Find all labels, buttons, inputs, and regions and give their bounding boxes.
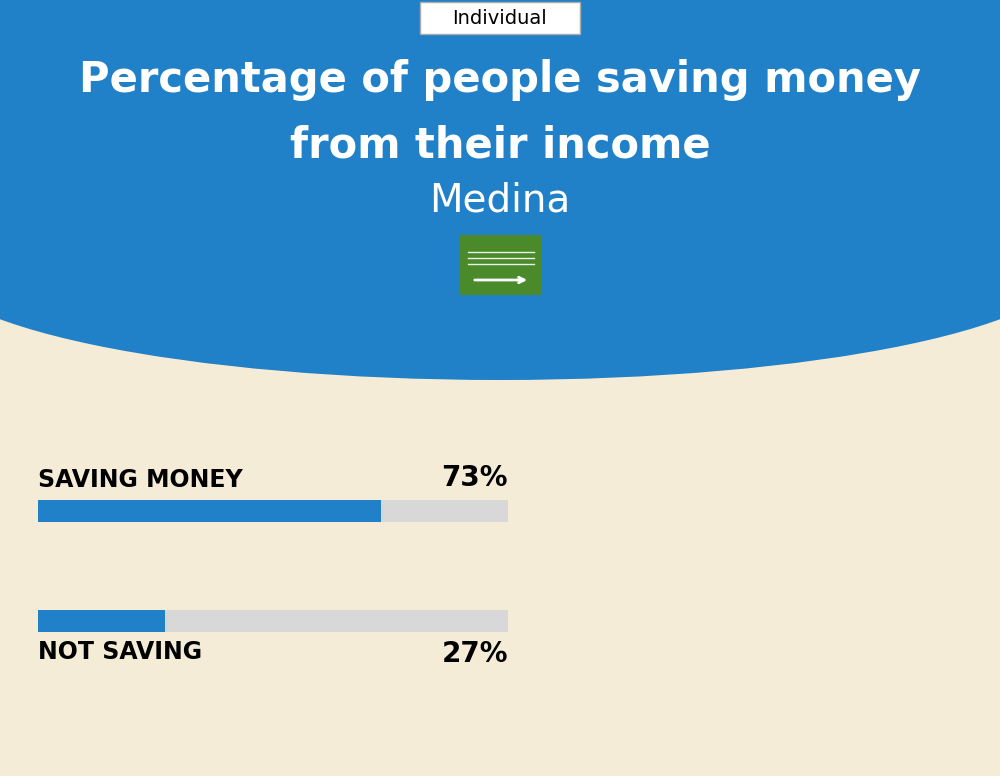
FancyBboxPatch shape [0, 0, 1000, 230]
FancyBboxPatch shape [38, 610, 165, 632]
Text: Individual: Individual [453, 9, 547, 27]
Text: SAVING MONEY: SAVING MONEY [38, 468, 243, 492]
FancyBboxPatch shape [460, 235, 542, 295]
Text: Percentage of people saving money: Percentage of people saving money [79, 59, 921, 101]
Ellipse shape [0, 140, 1000, 380]
FancyBboxPatch shape [420, 2, 580, 34]
FancyBboxPatch shape [38, 500, 381, 522]
Text: Medina: Medina [429, 181, 571, 219]
Text: 73%: 73% [442, 464, 508, 492]
FancyBboxPatch shape [38, 500, 508, 522]
FancyBboxPatch shape [38, 610, 508, 632]
Text: NOT SAVING: NOT SAVING [38, 640, 202, 664]
Text: from their income: from their income [290, 124, 710, 166]
Text: 27%: 27% [442, 640, 508, 668]
